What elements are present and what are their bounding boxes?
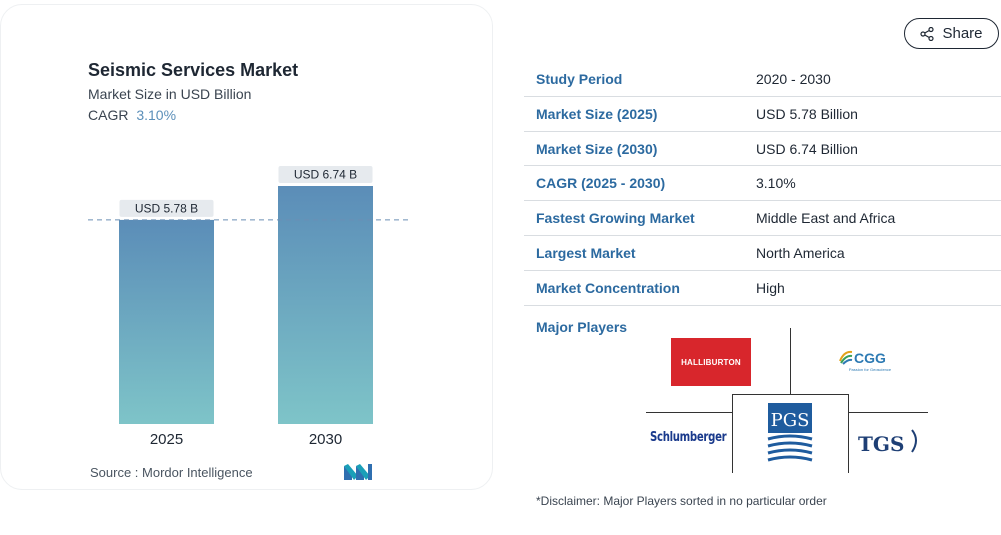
info-label: Largest Market: [536, 244, 636, 261]
grid-divider: [790, 328, 791, 394]
bar-2025: [119, 219, 214, 424]
info-row-market-size-2025: Market Size (2025) USD 5.78 Billion: [524, 97, 1001, 132]
info-value: 2020 - 2030: [756, 71, 831, 87]
info-row-market-size-2030: Market Size (2030) USD 6.74 Billion: [524, 132, 1001, 167]
info-row-fastest-growing-market: Fastest Growing Market Middle East and A…: [524, 201, 1001, 236]
chart-title: Seismic Services Market: [88, 60, 299, 80]
info-value: North America: [756, 244, 845, 261]
cgg-text: CGG: [854, 350, 886, 366]
info-label: CAGR (2025 - 2030): [536, 175, 666, 192]
tgs-text: TGS: [858, 432, 905, 456]
info-row-largest-market: Largest Market North America: [524, 236, 1001, 271]
data-label: USD 6.74 B: [294, 168, 357, 182]
bar-chart: USD 5.78 B 2025 USD 6.74 B 2030: [88, 166, 408, 448]
grid-divider: [732, 394, 848, 395]
data-label-bg: [119, 199, 214, 217]
info-value: High: [756, 279, 785, 296]
disclaimer-text: *Disclaimer: Major Players sorted in no …: [536, 494, 827, 508]
info-row-market-concentration: Market Concentration High: [524, 271, 1001, 306]
share-icon: [920, 26, 935, 41]
grid-divider: [646, 412, 732, 413]
pgs-text: PGS: [771, 410, 810, 431]
halliburton-logo: HALLIBURTON: [671, 338, 751, 386]
cagr-label: CAGR: [88, 107, 129, 123]
cgg-logo: CGG Passion for Geoscience: [838, 348, 898, 374]
grid-divider: [732, 394, 733, 473]
info-value: Middle East and Africa: [756, 210, 896, 227]
share-button[interactable]: Share: [904, 18, 999, 49]
bar-2030: [278, 186, 373, 424]
cgg-mark-icon: [839, 350, 853, 365]
chart-source: Source : Mordor Intelligence: [90, 465, 253, 480]
grid-divider: [848, 412, 928, 413]
tgs-swoosh-icon: [911, 429, 917, 453]
info-label: Market Concentration: [536, 279, 680, 296]
grid-divider: [848, 394, 849, 473]
data-label: USD 5.78 B: [135, 201, 198, 215]
cagr-value: 3.10%: [136, 107, 177, 123]
market-info-table: Study Period 2020 - 2030 Market Size (20…: [524, 62, 1001, 306]
info-label: Market Size (2025): [536, 105, 658, 122]
info-value: USD 5.78 Billion: [756, 105, 858, 122]
x-tick-label: 2030: [309, 431, 342, 448]
info-row-cagr: CAGR (2025 - 2030) 3.10%: [524, 166, 1001, 202]
info-label: Market Size (2030): [536, 140, 658, 157]
info-value: USD 6.74 Billion: [756, 140, 858, 157]
info-value: 3.10%: [756, 175, 796, 192]
major-players-grid: HALLIBURTON CGG Passion for Geoscience S…: [646, 328, 928, 473]
chart-subtitle: Market Size in USD Billion: [88, 86, 252, 102]
tgs-logo: TGS: [858, 429, 917, 456]
pgs-logo: PGS: [764, 401, 816, 465]
mordor-intelligence-logo-icon: [344, 464, 372, 480]
major-players-title: Major Players: [536, 319, 628, 335]
info-row-study-period: Study Period 2020 - 2030: [524, 62, 1001, 97]
schlumberger-logo: Schlumberger: [650, 430, 727, 445]
data-label-bg: [278, 166, 373, 183]
chart-cagr: CAGR 3.10%: [88, 107, 176, 123]
share-label: Share: [942, 25, 983, 42]
x-tick-label: 2025: [150, 431, 183, 448]
cgg-tagline: Passion for Geoscience: [848, 367, 892, 372]
chart-card: [0, 4, 493, 490]
info-label: Fastest Growing Market: [536, 210, 695, 227]
info-label: Study Period: [536, 71, 623, 87]
